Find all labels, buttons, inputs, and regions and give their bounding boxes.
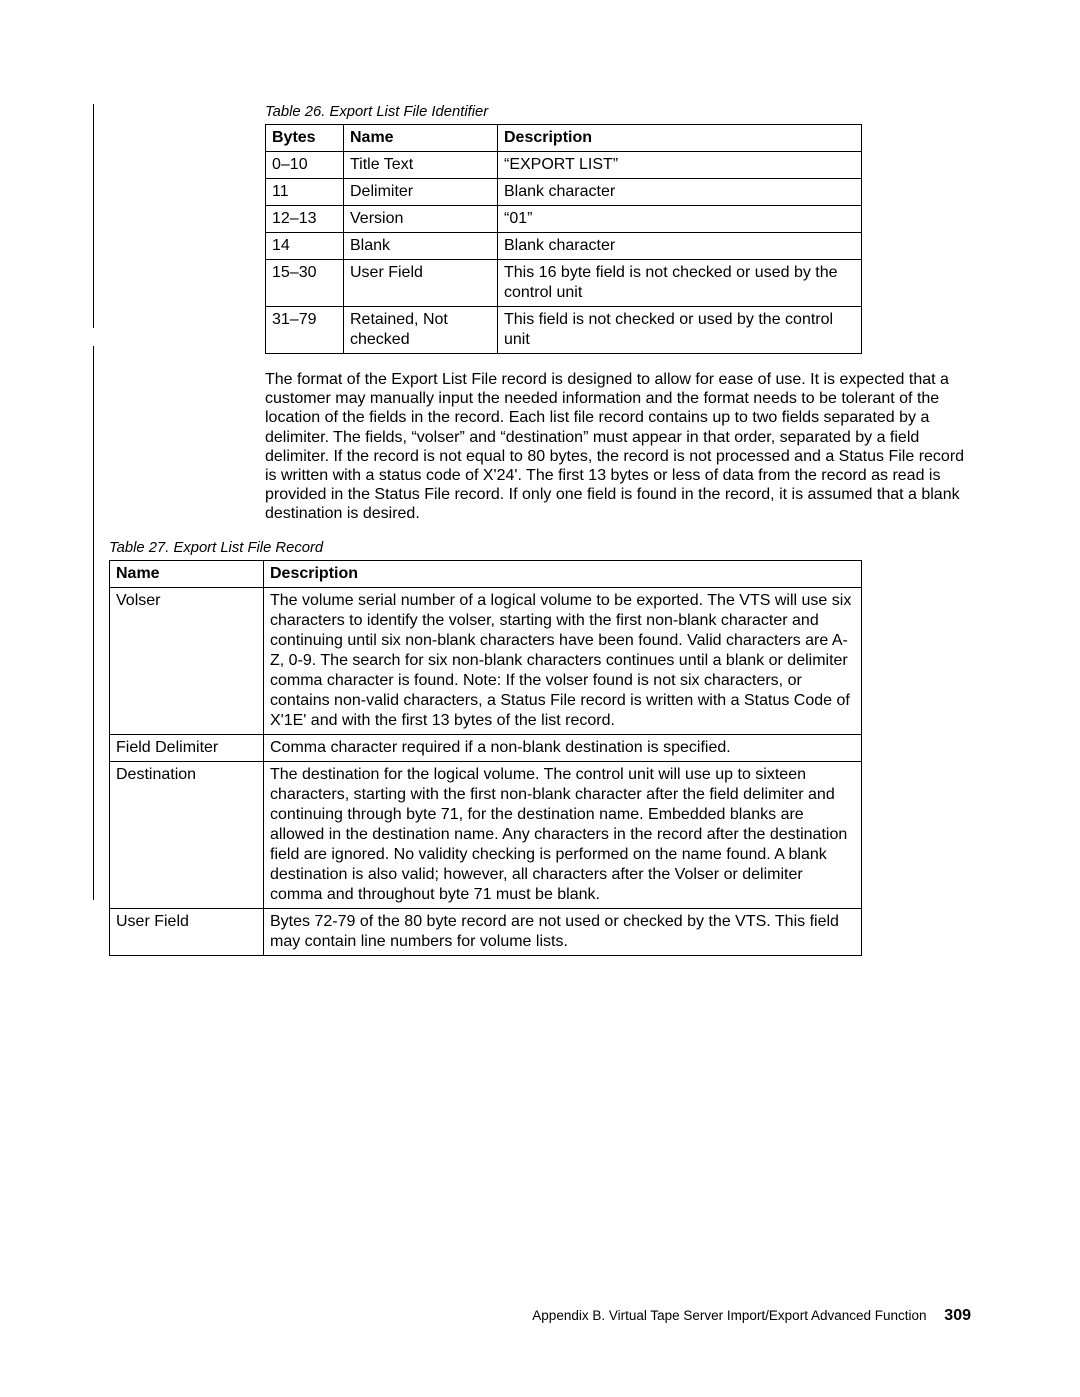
- table27-caption: Table 27. Export List File Record: [109, 540, 971, 556]
- page-footer: Appendix B. Virtual Tape Server Import/E…: [532, 1307, 971, 1325]
- table-row: 11 Delimiter Blank character: [266, 179, 862, 206]
- cell-name: Version: [344, 206, 498, 233]
- revision-bar: [93, 346, 94, 900]
- table26-block: Table 26. Export List File Identifier By…: [265, 104, 971, 524]
- cell-name: Title Text: [344, 152, 498, 179]
- cell-desc: “EXPORT LIST”: [498, 152, 862, 179]
- table26-caption: Table 26. Export List File Identifier: [265, 104, 971, 120]
- cell-name: Volser: [110, 587, 264, 734]
- table-row: Destination The destination for the logi…: [110, 761, 862, 908]
- cell-bytes: 15–30: [266, 260, 344, 307]
- cell-name: Field Delimiter: [110, 734, 264, 761]
- body-paragraph: The format of the Export List File recor…: [265, 370, 971, 524]
- cell-name: Destination: [110, 761, 264, 908]
- revision-bar: [93, 104, 94, 328]
- cell-desc: Comma character required if a non-blank …: [264, 734, 862, 761]
- table-row: 0–10 Title Text “EXPORT LIST”: [266, 152, 862, 179]
- cell-desc: This field is not checked or used by the…: [498, 307, 862, 354]
- cell-desc: “01”: [498, 206, 862, 233]
- cell-bytes: 0–10: [266, 152, 344, 179]
- cell-desc: The volume serial number of a logical vo…: [264, 587, 862, 734]
- table27-col-name: Name: [110, 560, 264, 587]
- table26-col-name: Name: [344, 125, 498, 152]
- cell-desc: This 16 byte field is not checked or use…: [498, 260, 862, 307]
- cell-name: User Field: [344, 260, 498, 307]
- page: Table 26. Export List File Identifier By…: [0, 0, 1080, 1397]
- cell-bytes: 14: [266, 233, 344, 260]
- footer-text: Appendix B. Virtual Tape Server Import/E…: [532, 1308, 926, 1323]
- table-row: User Field Bytes 72-79 of the 80 byte re…: [110, 908, 862, 955]
- cell-desc: Blank character: [498, 179, 862, 206]
- page-number: 309: [944, 1307, 971, 1324]
- table-row: 14 Blank Blank character: [266, 233, 862, 260]
- table-row: 31–79 Retained, Not checked This field i…: [266, 307, 862, 354]
- cell-name: Blank: [344, 233, 498, 260]
- cell-bytes: 31–79: [266, 307, 344, 354]
- table-row: 12–13 Version “01”: [266, 206, 862, 233]
- table26-col-bytes: Bytes: [266, 125, 344, 152]
- table26: Bytes Name Description 0–10 Title Text “…: [265, 124, 862, 354]
- cell-name: Retained, Not checked: [344, 307, 498, 354]
- cell-name: User Field: [110, 908, 264, 955]
- cell-desc: The destination for the logical volume. …: [264, 761, 862, 908]
- cell-bytes: 12–13: [266, 206, 344, 233]
- table27-col-description: Description: [264, 560, 862, 587]
- cell-desc: Bytes 72-79 of the 80 byte record are no…: [264, 908, 862, 955]
- table26-col-description: Description: [498, 125, 862, 152]
- table-row: Field Delimiter Comma character required…: [110, 734, 862, 761]
- table-row: Volser The volume serial number of a log…: [110, 587, 862, 734]
- cell-bytes: 11: [266, 179, 344, 206]
- table27: Name Description Volser The volume seria…: [109, 560, 862, 956]
- table-row: 15–30 User Field This 16 byte field is n…: [266, 260, 862, 307]
- cell-name: Delimiter: [344, 179, 498, 206]
- cell-desc: Blank character: [498, 233, 862, 260]
